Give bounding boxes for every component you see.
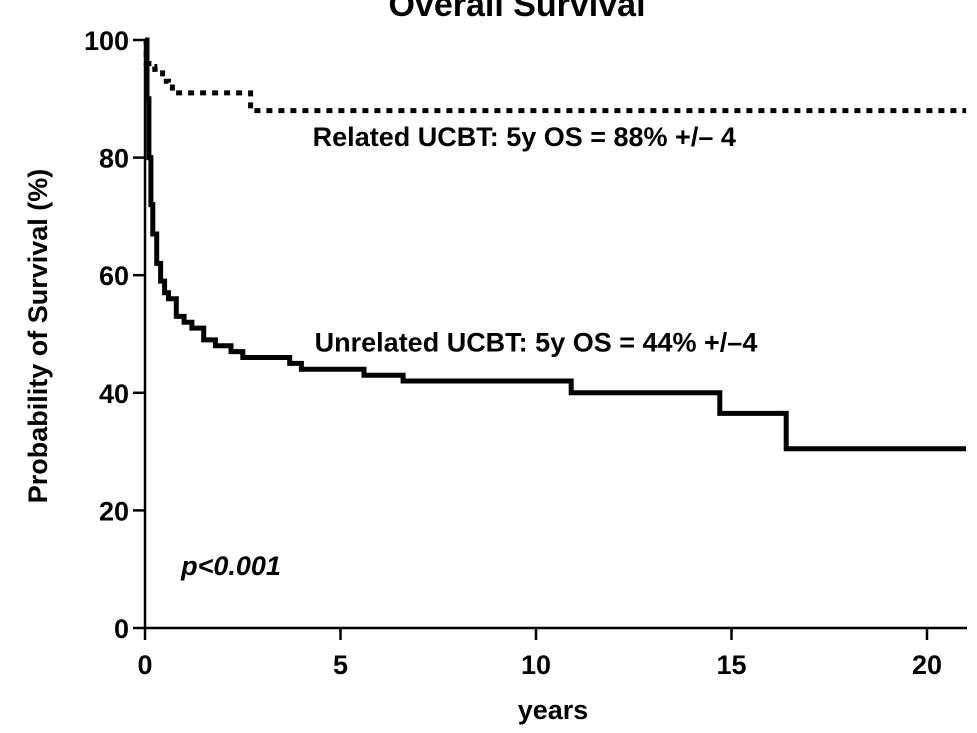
unrelated-ucbt-annotation: Unrelated UCBT: 5y OS = 44% +/–4	[315, 328, 758, 358]
y-axis-label: Probability of Survival (%)	[23, 169, 53, 504]
x-tick-label: 10	[521, 650, 551, 680]
x-tick-label: 0	[137, 650, 152, 680]
y-tick-label: 0	[114, 614, 129, 644]
y-tick-label: 40	[99, 379, 129, 409]
unrelated-ucbt-curve	[144, 37, 967, 452]
x-tick-label: 15	[716, 650, 746, 680]
y-tick-label: 100	[84, 26, 129, 56]
x-tick-label: 5	[333, 650, 348, 680]
related-ucbt-annotation: Related UCBT: 5y OS = 88% +/– 4	[313, 122, 736, 152]
x-ticks: 0 5 10 15 20	[137, 628, 942, 680]
chart-title: Overall Survival	[388, 0, 645, 24]
related-ucbt-curve	[143, 37, 967, 114]
y-tick-label: 60	[99, 261, 129, 291]
curves	[143, 37, 967, 452]
y-ticks: 0 20 40 60 80 100	[84, 26, 145, 644]
p-value-annotation: p<0.001	[180, 551, 281, 581]
y-tick-label: 20	[99, 496, 129, 526]
x-tick-label: 20	[912, 650, 942, 680]
x-axis-label: years	[518, 695, 589, 725]
y-tick-label: 80	[99, 144, 129, 174]
